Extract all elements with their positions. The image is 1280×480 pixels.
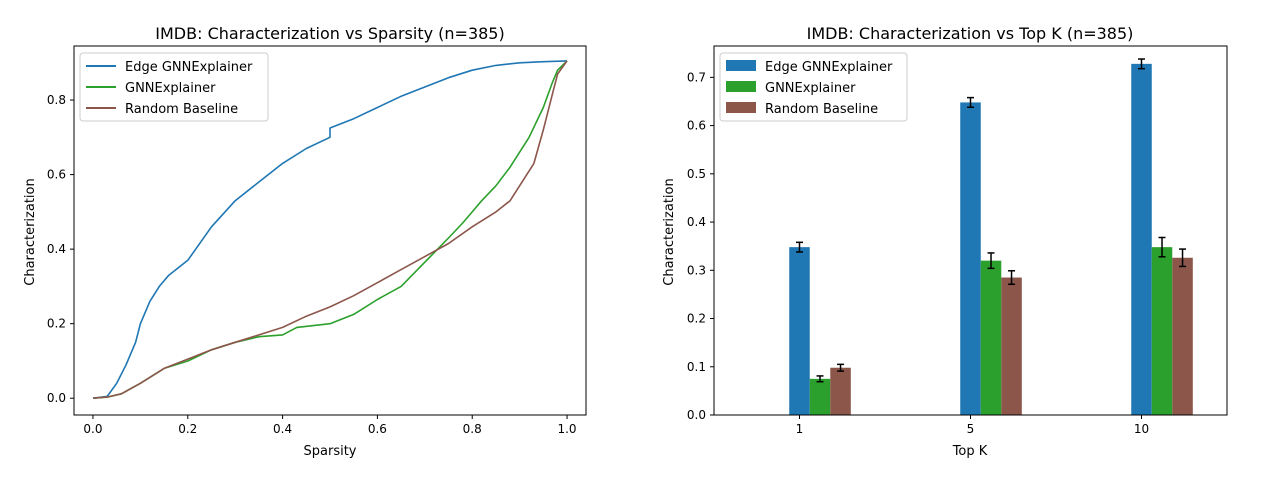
x-tick-label: 0.2 [178, 422, 197, 436]
y-tick-label: 0.0 [47, 391, 66, 405]
bar-random-baseline [1001, 277, 1022, 415]
y-tick-label: 0.8 [47, 93, 66, 107]
y-tick-label: 0.2 [47, 317, 66, 331]
plot-area [92, 60, 568, 399]
y-tick-label: 0.4 [687, 215, 706, 229]
legend-swatch-edge-gnnexplainer [726, 60, 756, 71]
legend-label-edge-gnnexplainer: Edge GNNExplainer [765, 60, 893, 75]
bar-edge-gnnexplainer [789, 247, 810, 415]
bar-random-baseline [830, 367, 851, 415]
y-tick-label: 0.4 [47, 242, 66, 256]
x-axis-label: Sparsity [304, 444, 357, 459]
legend: Edge GNNExplainer GNNExplainer Random Ba… [719, 52, 908, 122]
x-tick-label: 0.6 [368, 422, 387, 436]
y-tick-label: 0.6 [687, 119, 706, 133]
x-tick-label: 10 [1134, 422, 1149, 436]
sparsity-line-chart: IMDB: Characterization vs Sparsity (n=38… [23, 24, 587, 459]
legend-box [719, 52, 908, 122]
y-tick-label: 0.7 [687, 70, 706, 84]
legend-label-gnnexplainer: GNNExplainer [125, 81, 216, 96]
plot-area [789, 58, 1193, 416]
x-tick-label: 0.0 [83, 422, 102, 436]
legend-swatch-random-baseline [726, 102, 756, 113]
bar-gnnexplainer [980, 260, 1002, 415]
x-tick-label: 0.4 [273, 422, 292, 436]
y-tick-label: 0.5 [687, 167, 706, 181]
x-tick-label: 0.8 [463, 422, 482, 436]
legend-label-edge-gnnexplainer: Edge GNNExplainer [125, 60, 253, 75]
y-axis-label: Characterization [23, 178, 38, 286]
y-tick-label: 0.0 [687, 408, 706, 422]
x-axis-ticks: 0.0 0.2 0.4 0.6 0.8 1.0 [83, 415, 577, 436]
legend-box [79, 52, 269, 122]
y-tick-label: 0.1 [687, 360, 706, 374]
y-tick-label: 0.3 [687, 263, 706, 277]
chart-title: IMDB: Characterization vs Top K (n=385) [807, 24, 1134, 43]
series-line-gnnexplainer [92, 60, 568, 399]
legend-label-gnnexplainer: GNNExplainer [765, 81, 856, 96]
bar-gnnexplainer [809, 378, 831, 415]
x-tick-label: 5 [967, 422, 975, 436]
x-axis-label: Top K [952, 444, 988, 459]
series-line-random-baseline [92, 60, 568, 399]
y-axis-ticks: 0.0 0.2 0.4 0.6 0.8 [47, 93, 74, 405]
plot-frame [73, 45, 587, 416]
bar-edge-gnnexplainer [960, 102, 981, 415]
x-tick-label: 1 [796, 422, 804, 436]
y-tick-label: 0.2 [687, 312, 706, 326]
legend: Edge GNNExplainer GNNExplainer Random Ba… [79, 52, 269, 122]
x-axis-ticks: 1 5 10 [796, 415, 1149, 436]
legend-label-random-baseline: Random Baseline [765, 102, 878, 117]
y-tick-label: 0.6 [47, 168, 66, 182]
x-tick-label: 1.0 [557, 422, 576, 436]
bar-edge-gnnexplainer [1131, 63, 1152, 416]
topk-bar-chart: IMDB: Characterization vs Top K (n=385) … [662, 24, 1228, 459]
chart-title: IMDB: Characterization vs Sparsity (n=38… [155, 24, 504, 43]
series-line-edge-gnnexplainer [92, 60, 568, 399]
bar-gnnexplainer [1151, 247, 1173, 415]
y-axis-label: Characterization [662, 178, 677, 286]
legend-swatch-gnnexplainer [726, 81, 756, 92]
legend-label-random-baseline: Random Baseline [125, 102, 238, 117]
bar-random-baseline [1172, 257, 1193, 415]
y-axis-ticks: 0.0 0.1 0.2 0.3 0.4 0.5 0.6 0.7 [687, 70, 714, 422]
